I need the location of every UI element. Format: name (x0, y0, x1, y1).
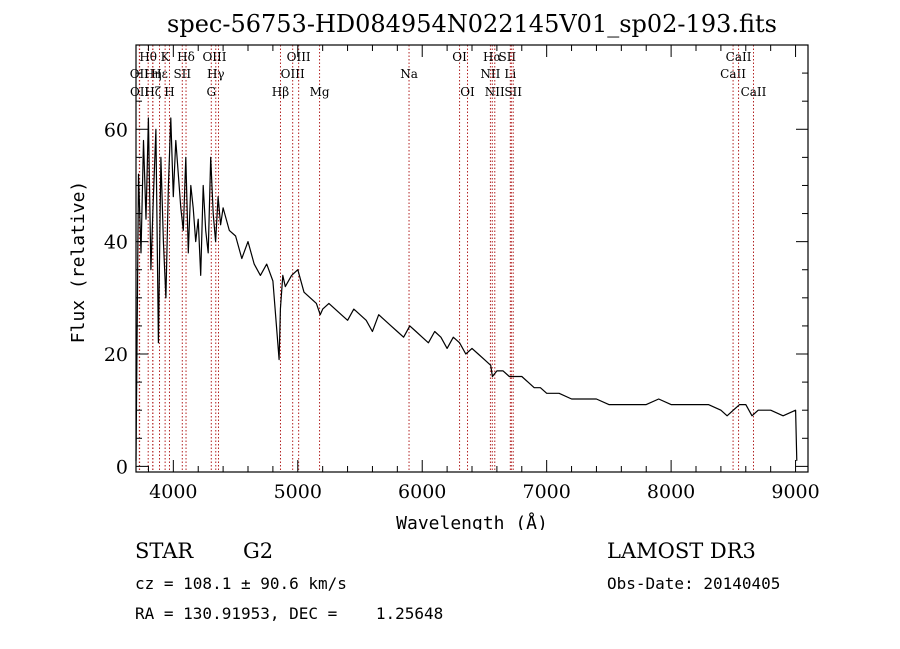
spectral-subclass: G2 (243, 539, 274, 563)
x-tick-label: 7000 (522, 481, 570, 503)
object-type: STAR (135, 539, 194, 563)
y-tick-label: 40 (104, 232, 128, 254)
line-label: OIII (287, 50, 311, 64)
line-label: K (161, 50, 171, 64)
x-tick-label: 9000 (771, 481, 819, 503)
line-label: CaII (741, 85, 767, 99)
coordinates: RA = 130.91953, DEC = 1.25648 (135, 604, 444, 623)
y-axis-label: Flux (relative) (68, 181, 89, 344)
line-label: Hζ (144, 85, 161, 99)
line-label: OI (460, 85, 475, 99)
x-tick-label: 4000 (149, 481, 197, 503)
x-tick-label: 6000 (398, 481, 446, 503)
line-label: SII (173, 67, 191, 81)
line-label: NII (485, 85, 505, 99)
chart-title: spec-56753-HD084954N022145V01_sp02-193.f… (167, 10, 777, 38)
observation-date: Obs-Date: 20140405 (607, 574, 781, 593)
x-tick-label: 5000 (274, 481, 322, 503)
spectrum-line (135, 117, 798, 461)
y-tick-label: 60 (104, 119, 128, 141)
line-label: Hγ (207, 67, 225, 81)
line-label: SII (504, 85, 522, 99)
line-label: Hε (151, 67, 168, 81)
line-label: Hβ (272, 85, 289, 99)
spectrum-plot: spec-56753-HD084954N022145V01_sp02-193.f… (68, 10, 820, 530)
line-label: Na (400, 67, 418, 81)
y-tick-label: 20 (104, 344, 128, 366)
x-axis-label: Wavelength (Å) (396, 512, 548, 530)
x-tick-label: 8000 (647, 481, 695, 503)
line-label: H (164, 85, 174, 99)
spectral-line-markers: HθOIIOIIHηHεHζKHSIIHδGOIIIHγHβOIIIOIIIMg… (130, 45, 767, 472)
line-label: Li (504, 67, 516, 81)
line-label: OIII (281, 67, 305, 81)
line-label: Mg (310, 85, 330, 99)
line-label: Hα (483, 50, 502, 64)
line-label: SII (498, 50, 516, 64)
line-label: Hθ (139, 50, 157, 64)
redshift-velocity: cz = 108.1 ± 90.6 km/s (135, 574, 347, 593)
line-label: Hδ (177, 50, 195, 64)
plot-frame (135, 44, 809, 473)
line-label: CaII (726, 50, 752, 64)
line-label: OIII (202, 50, 226, 64)
y-tick-label: 0 (116, 456, 128, 478)
line-label: OII (130, 85, 150, 99)
line-label: G (206, 85, 216, 99)
line-label: OI (452, 50, 467, 64)
line-label: NII (480, 67, 500, 81)
survey-name: LAMOST DR3 (607, 539, 756, 563)
axes: 4000 5000 6000 7000 8000 9000 0 20 40 60 (104, 44, 820, 503)
line-label: CaII (720, 67, 746, 81)
